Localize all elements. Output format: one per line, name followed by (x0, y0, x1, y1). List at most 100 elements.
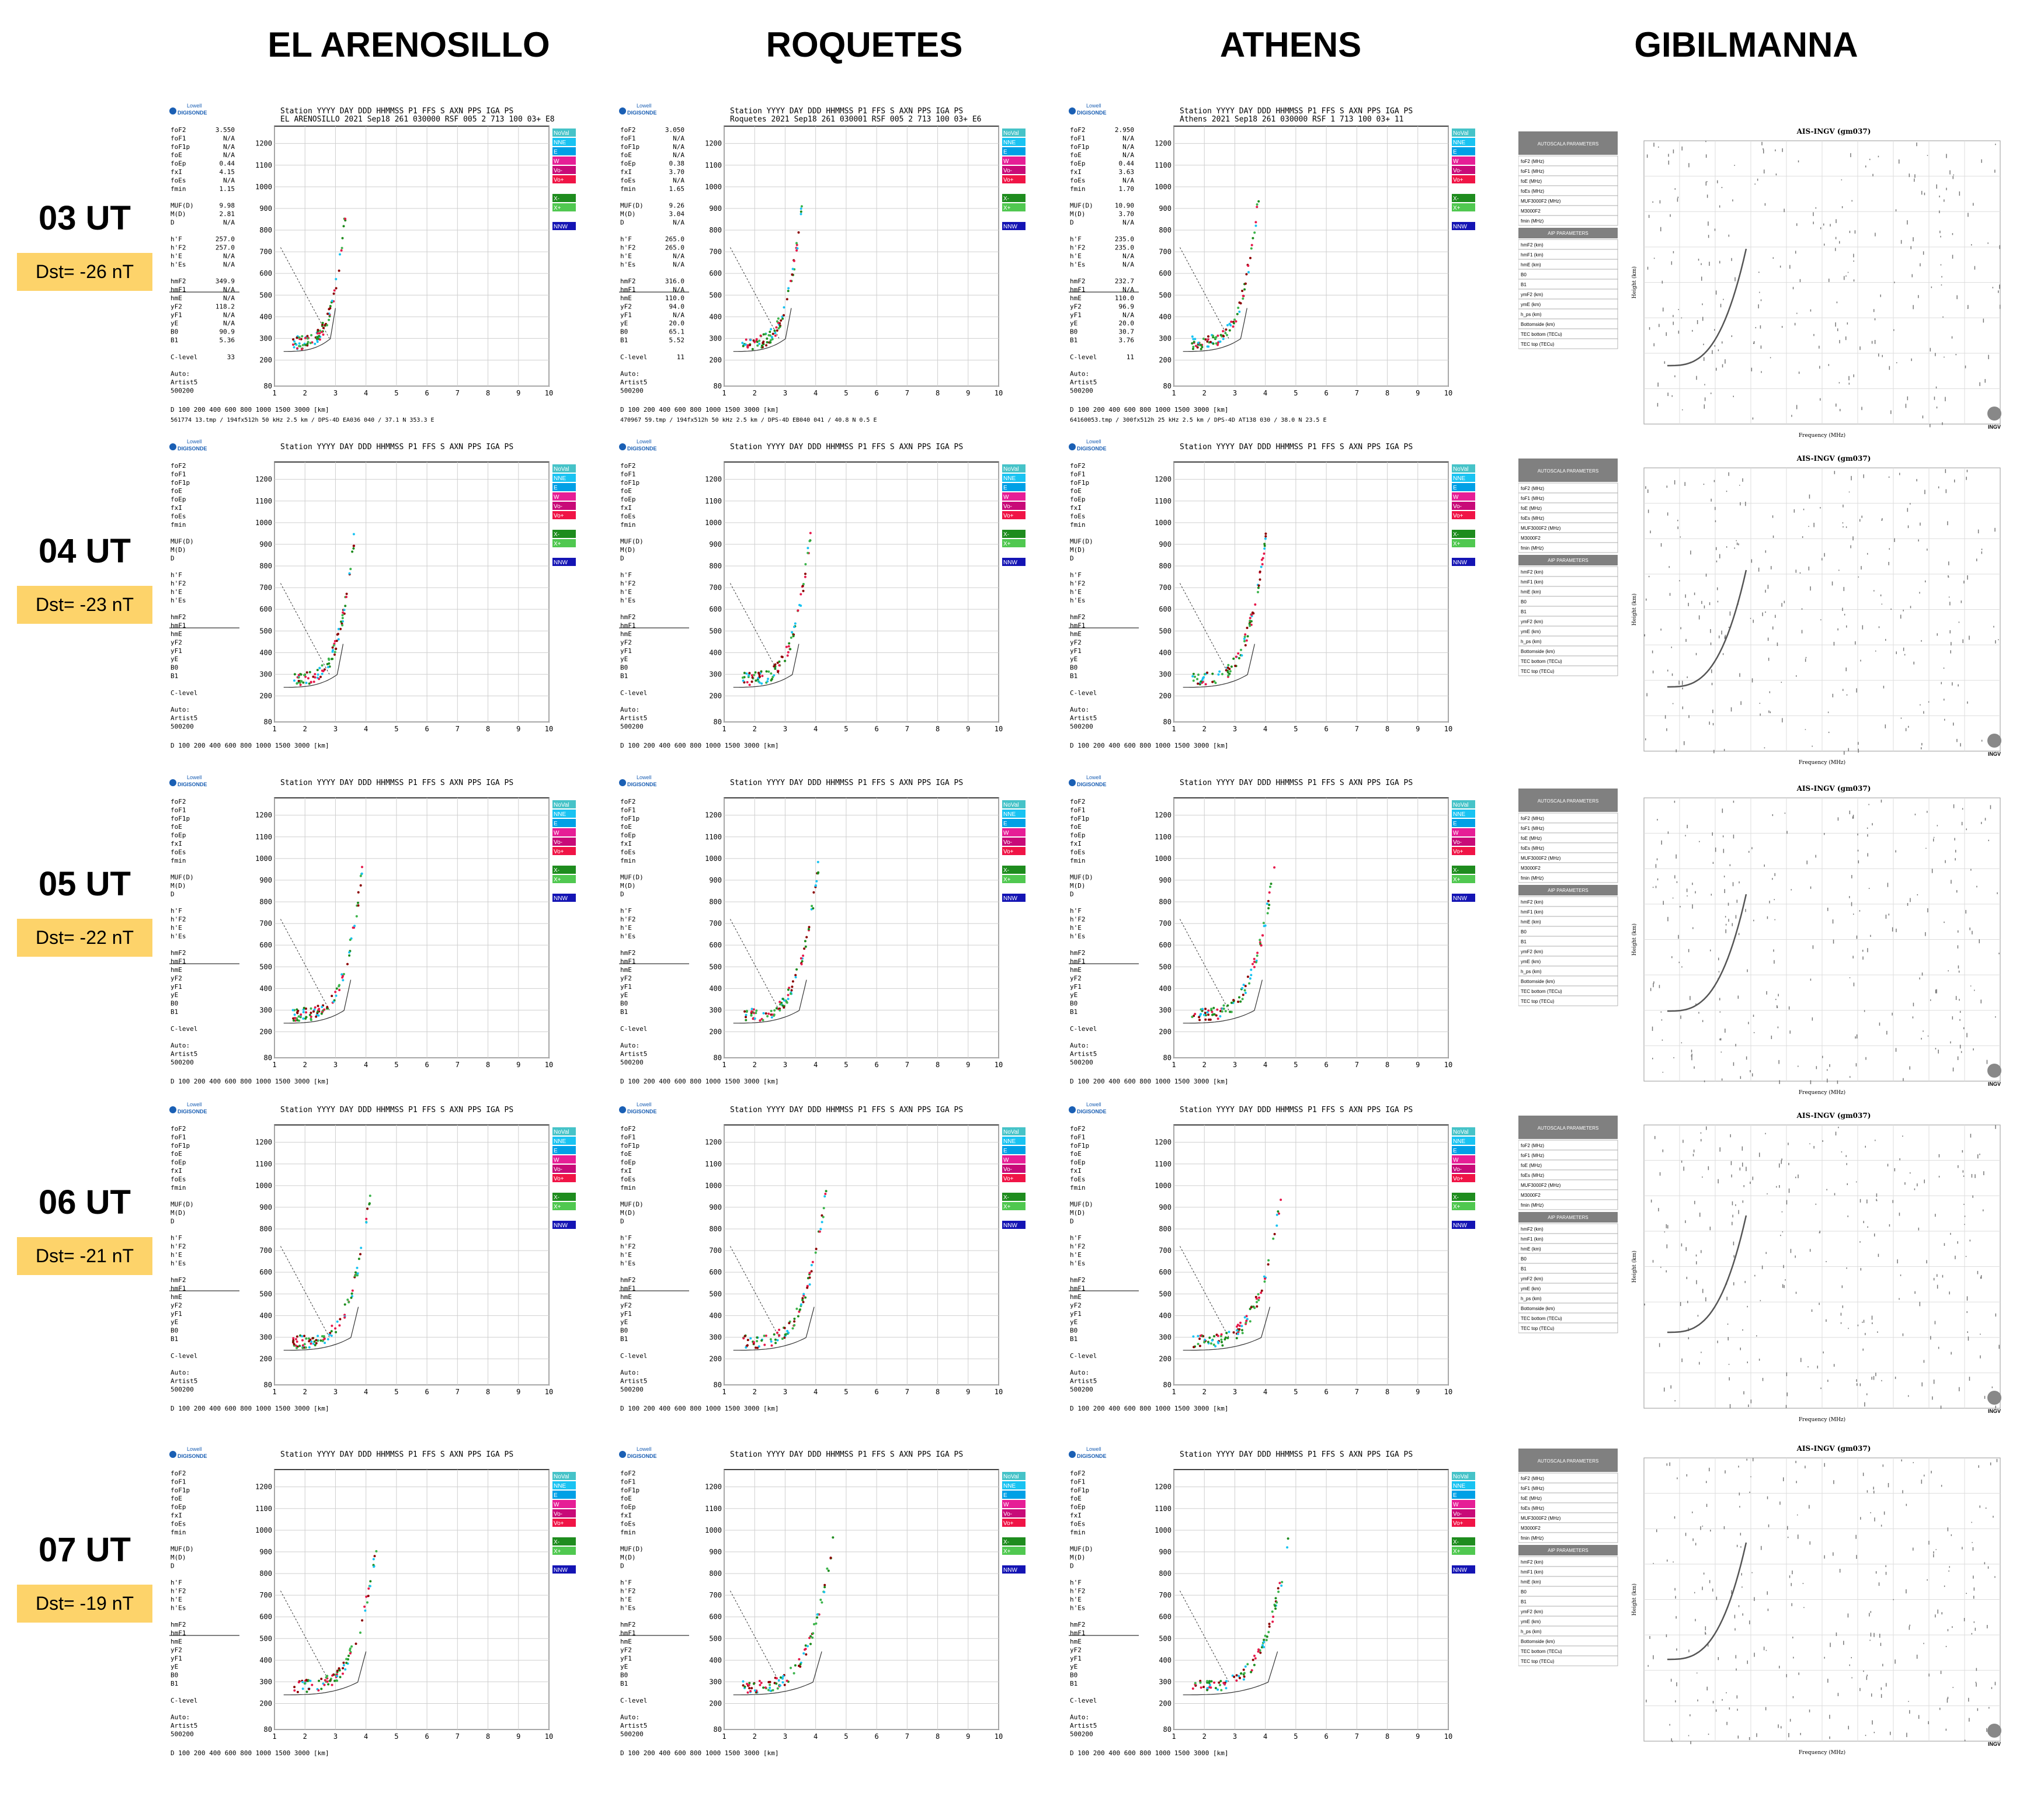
noise-mark (1730, 1161, 1732, 1165)
noise-mark (1795, 1291, 1797, 1294)
table-cell: B1 (1521, 609, 1527, 614)
logo-line2: DIGISONDE (178, 782, 207, 787)
noise-mark (1731, 1174, 1732, 1178)
noise-mark (1907, 396, 1909, 401)
noise-mark (1687, 676, 1688, 678)
echo-point (1261, 1644, 1264, 1647)
logo-mark (169, 779, 176, 786)
noise-mark (1733, 1255, 1734, 1258)
echo-traces (293, 1550, 378, 1693)
noise-mark (1845, 275, 1847, 277)
echo-traces (742, 1190, 828, 1349)
noise-mark (1667, 916, 1668, 922)
legend-swatch (552, 539, 576, 547)
param-name: 500200 (1070, 387, 1093, 394)
noise-mark (1731, 1590, 1732, 1594)
noise-mark (1966, 1033, 1967, 1037)
x-tick-label: 5 (1294, 1388, 1298, 1396)
x-tick-label: 10 (545, 1388, 553, 1396)
ionogram-header-values: Athens 2021 Sep18 261 030000 RSF 1 713 1… (1180, 115, 1404, 124)
noise-mark (1691, 1053, 1692, 1057)
echo-point (318, 335, 321, 338)
echo-point (758, 339, 761, 342)
footer-distance: D 100 200 400 600 800 1000 1500 3000 [km… (171, 1405, 329, 1412)
param-name: fmin (171, 1529, 186, 1536)
noise-mark (1931, 1471, 1932, 1474)
legend-label: X+ (1453, 541, 1461, 547)
logo-line2: DIGISONDE (627, 446, 657, 452)
noise-mark (1875, 232, 1876, 237)
param-value: N/A (673, 143, 684, 151)
echo-point (1245, 1321, 1247, 1324)
noise-mark (1678, 331, 1680, 334)
noise-mark (1965, 909, 1966, 914)
echo-point (808, 926, 811, 929)
noise-mark (1647, 489, 1649, 493)
x-tick-label: 4 (364, 1732, 368, 1741)
noise-mark (1765, 611, 1766, 613)
echo-point (1216, 334, 1219, 337)
echo-point (1194, 345, 1197, 348)
echo-point (336, 1320, 339, 1323)
param-name: yF2 (1070, 1301, 1082, 1309)
param-name: D (620, 1217, 624, 1225)
electron-density-profile (733, 1651, 822, 1696)
noise-mark (1688, 1337, 1690, 1339)
param-name: Auto: (1070, 1369, 1089, 1377)
echo-point (775, 1007, 778, 1010)
noise-mark (1671, 1738, 1672, 1742)
echo-point (1236, 1325, 1238, 1328)
noise-mark (1927, 811, 1928, 813)
noise-mark (1660, 543, 1662, 547)
noise-mark (1691, 1055, 1692, 1057)
noise-mark (1709, 1227, 1711, 1231)
noise-mark (1944, 199, 1945, 202)
param-name: 500200 (171, 387, 194, 394)
table-cell: B0 (1521, 599, 1527, 605)
param-name: Artist5 (1070, 1722, 1097, 1729)
param-name: B1 (620, 1008, 628, 1016)
echo-point (1242, 1668, 1245, 1671)
echo-point (1244, 633, 1247, 636)
gibilmanna-panel: AUTOSCALA PARAMETERS foF2 (MHz) foF1 (MHz)… (1518, 453, 2009, 768)
y-tick-label: 700 (709, 584, 722, 592)
echo-point (776, 1339, 779, 1342)
param-value: 235.0 (1115, 235, 1134, 243)
noise-mark (1936, 184, 1937, 189)
noise-mark (1979, 939, 1980, 943)
param-name: hmF2 (171, 277, 186, 285)
echo-point (1216, 1017, 1219, 1020)
echo-point (347, 1301, 350, 1304)
noise-mark (1762, 1378, 1764, 1381)
echo-point (1274, 1607, 1277, 1610)
echo-point (1211, 672, 1214, 675)
param-value: 0.38 (669, 160, 685, 168)
legend-swatch (1452, 138, 1475, 146)
noise-mark (1725, 916, 1726, 918)
ionogram-header: Station YYYY DAY DDD HHMMSS P1 FFS S AXN… (730, 443, 963, 452)
y-tick-label: 500 (259, 963, 272, 971)
param-name: 500200 (171, 1058, 194, 1066)
noise-mark (1772, 535, 1774, 538)
electron-density-profile (733, 308, 792, 352)
echo-point (809, 532, 812, 534)
y-tick-label: 400 (1159, 984, 1172, 992)
noise-mark (1948, 561, 1949, 565)
gib-noise (1650, 800, 2000, 1085)
noise-mark (1955, 858, 1956, 861)
echo-point (315, 1013, 318, 1016)
noise-mark (1873, 1491, 1875, 1494)
noise-mark (1796, 405, 1798, 409)
echo-point (364, 1609, 367, 1612)
legend-swatch (1452, 464, 1475, 473)
noise-mark (1892, 927, 1893, 932)
echo-point (1243, 989, 1246, 992)
param-name: M(D) (620, 882, 636, 890)
noise-mark (1718, 957, 1719, 961)
noise-mark (1913, 1547, 1914, 1551)
noise-mark (1927, 155, 1928, 156)
noise-mark (1830, 1642, 1831, 1647)
echo-point (1204, 338, 1207, 341)
param-name: 500200 (620, 1058, 644, 1066)
